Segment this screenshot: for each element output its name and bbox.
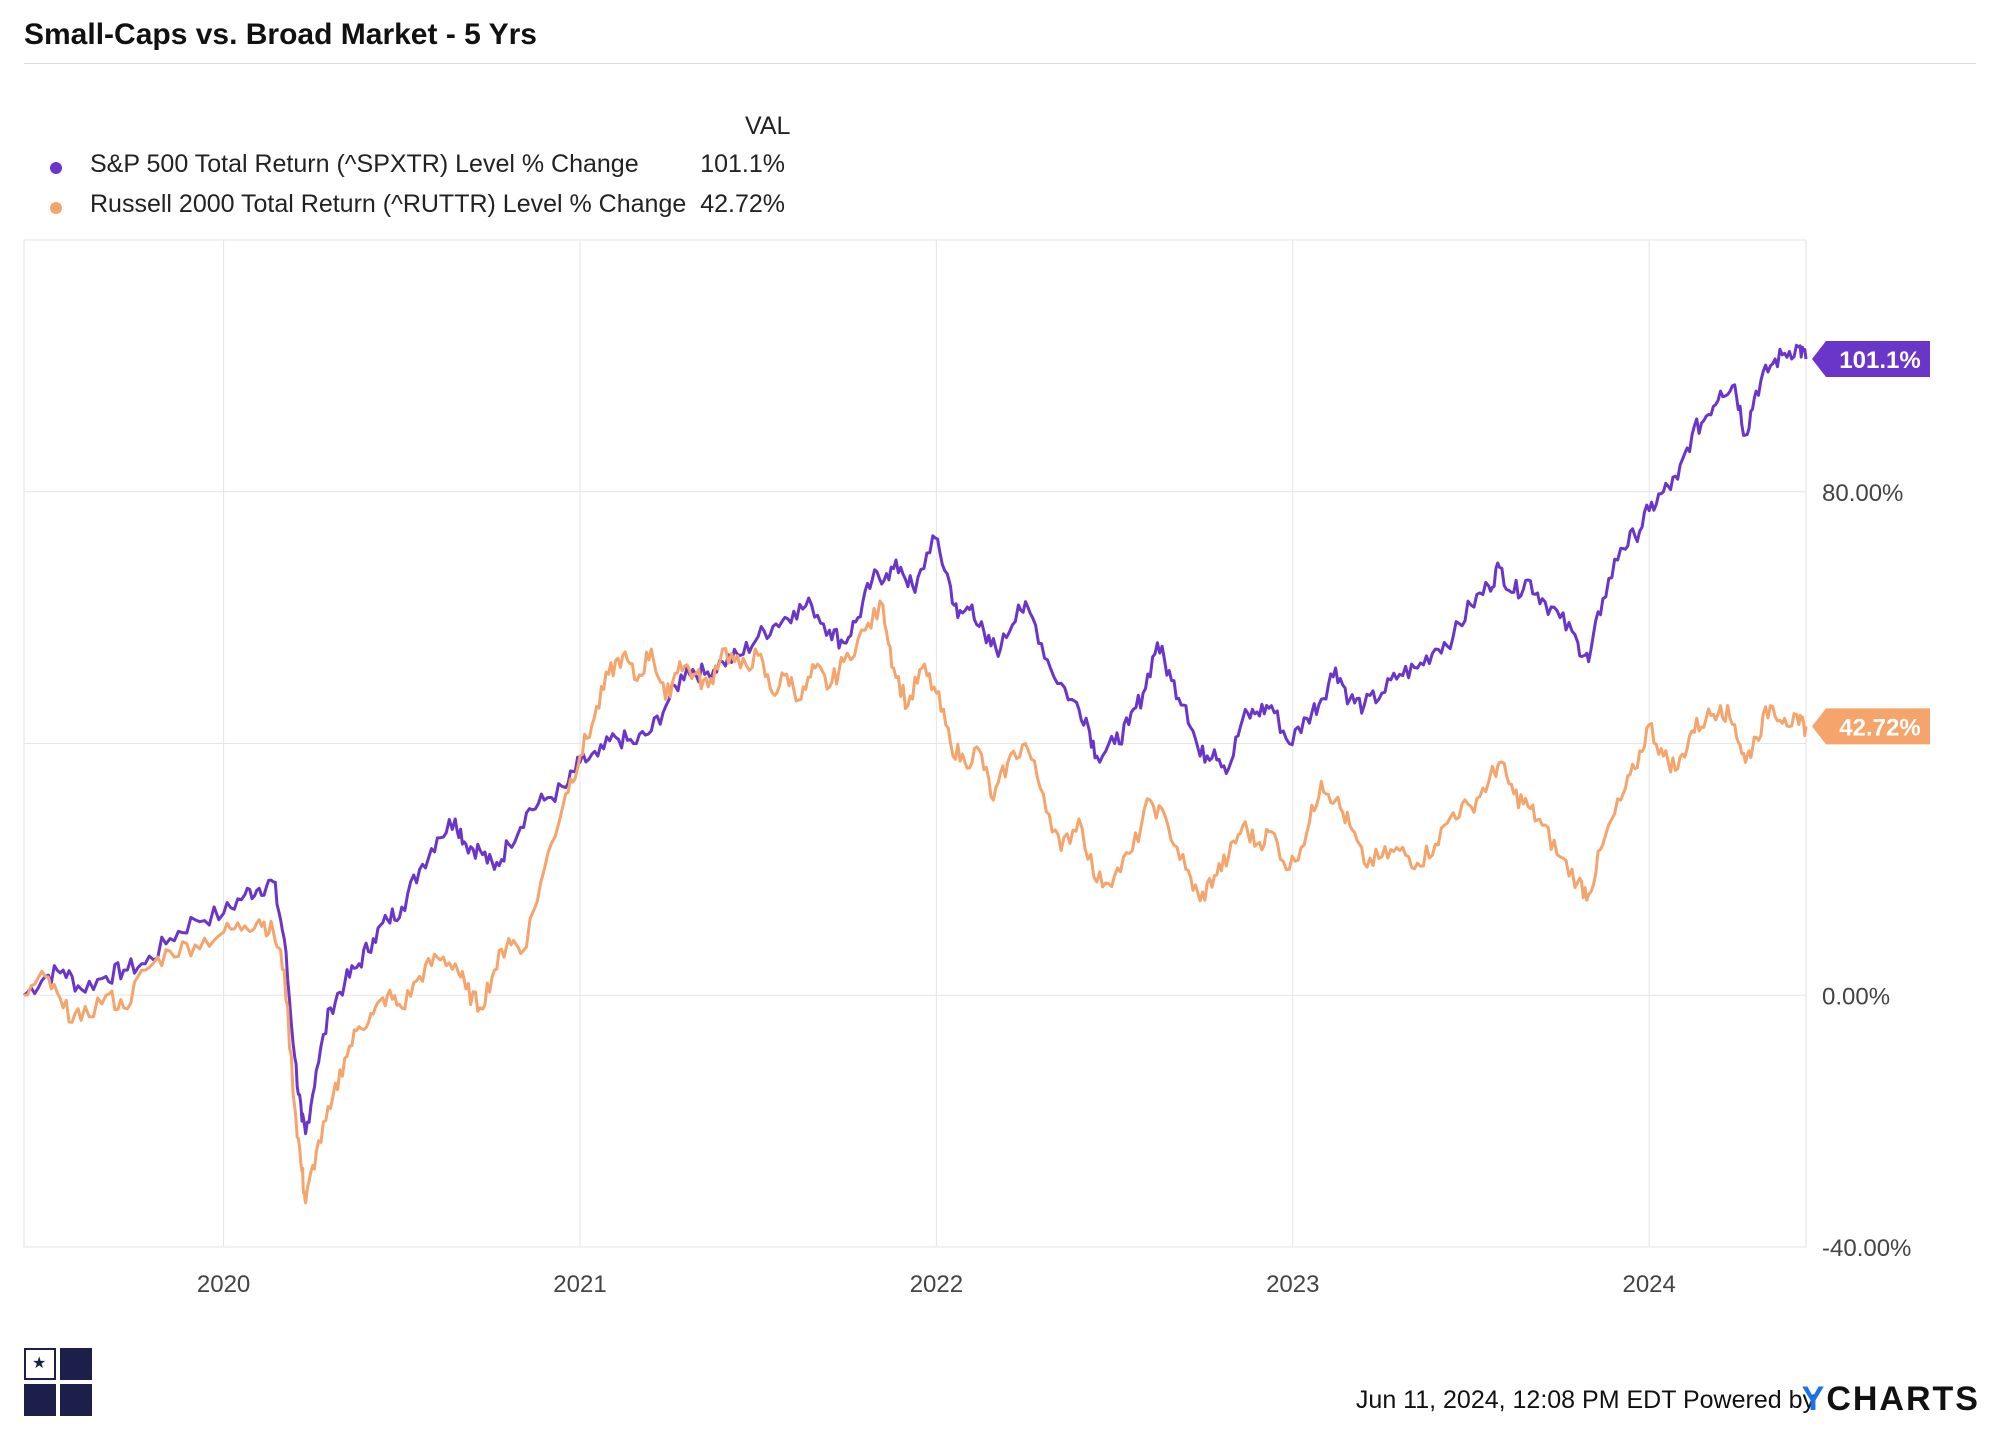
- legend-value-header: VAL: [745, 112, 791, 140]
- end-flag-spxtr: [1812, 340, 1930, 377]
- chart-title: Small-Caps vs. Broad Market - 5 Yrs: [24, 18, 537, 51]
- ycharts-logo-y: Y: [1801, 1380, 1827, 1418]
- legend-marker-spxtr: [50, 162, 62, 174]
- y-tick-label: -40.00%: [1822, 1235, 1911, 1262]
- ycharts-brand-icon: ★: [24, 1348, 92, 1416]
- series-line-ruttr: [23, 599, 1808, 1205]
- series-line-spxtr: [23, 343, 1808, 1136]
- x-tick-label: 2023: [1266, 1271, 1319, 1298]
- end-flag-ruttr: [1812, 708, 1930, 745]
- end-label-ruttr: 42.72%: [1839, 714, 1920, 741]
- y-tick-label: 0.00%: [1822, 983, 1890, 1010]
- x-tick-label: 2020: [197, 1271, 250, 1298]
- ycharts-logo[interactable]: YCHARTS: [1802, 1380, 1980, 1419]
- y-tick-label: 80.00%: [1822, 480, 1903, 507]
- ycharts-logo-text: CHARTS: [1826, 1380, 1980, 1418]
- end-label-spxtr: 101.1%: [1839, 347, 1920, 374]
- title-divider: [24, 63, 1976, 64]
- legend-value-ruttr: 42.72%: [700, 190, 785, 218]
- x-tick-label: 2022: [910, 1271, 963, 1298]
- legend-marker-ruttr: [50, 202, 62, 214]
- x-tick-label: 2024: [1622, 1271, 1675, 1298]
- footer-timestamp: Jun 11, 2024, 12:08 PM EDT Powered by: [1355, 1386, 1815, 1414]
- x-tick-label: 2021: [553, 1271, 606, 1298]
- legend-value-spxtr: 101.1%: [700, 150, 785, 178]
- legend-label-spxtr: S&P 500 Total Return (^SPXTR) Level % Ch…: [90, 150, 639, 178]
- legend-label-ruttr: Russell 2000 Total Return (^RUTTR) Level…: [90, 190, 687, 218]
